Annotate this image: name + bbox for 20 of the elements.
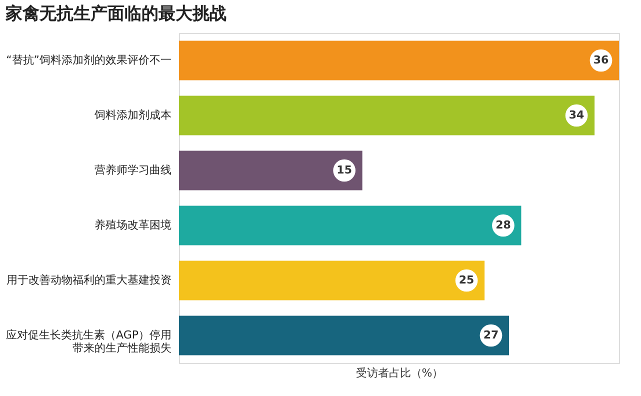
bar (179, 260, 485, 300)
y-tick-label: 应对促生长类抗生素（AGP）停用带来的生产性能损失 (6, 328, 172, 354)
data-label: 25 (458, 274, 474, 286)
bar (179, 206, 522, 246)
bar (179, 150, 362, 190)
data-label: 36 (593, 54, 609, 66)
x-axis-title: 受访者占比（%） (356, 366, 444, 380)
y-tick-label: 营养师学习曲线 (94, 164, 172, 176)
y-tick-label: 用于改善动物福利的重大基建投资 (6, 274, 172, 286)
y-tick-label: 饲料添加剂成本 (94, 108, 172, 122)
bar (179, 40, 619, 80)
y-tick-label: “替抗”饲料添加剂的效果评价不一 (6, 54, 172, 66)
y-tick-label: 养殖场改革困境 (94, 218, 172, 232)
bar (179, 96, 595, 136)
bar (179, 316, 509, 356)
data-label: 27 (483, 328, 499, 342)
chart-title: 家禽无抗生产面临的最大挑战 (4, 4, 227, 24)
data-label: 15 (336, 164, 352, 176)
data-label: 28 (496, 218, 511, 232)
data-label: 34 (568, 108, 585, 122)
